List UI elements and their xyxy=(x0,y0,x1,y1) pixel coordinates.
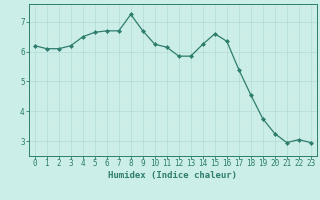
X-axis label: Humidex (Indice chaleur): Humidex (Indice chaleur) xyxy=(108,171,237,180)
